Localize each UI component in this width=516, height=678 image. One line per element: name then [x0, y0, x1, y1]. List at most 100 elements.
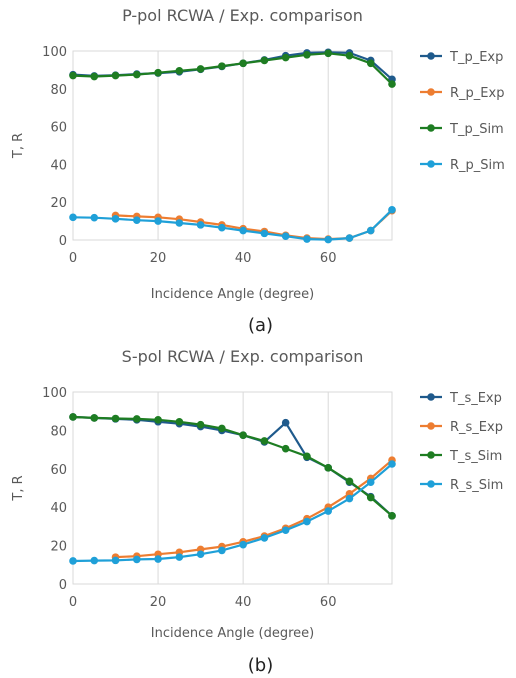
data-point — [196, 550, 205, 559]
legend-item: T_s_Exp — [420, 391, 502, 406]
data-point — [324, 464, 333, 472]
panel-caption: (a) — [248, 315, 273, 336]
data-point — [366, 493, 375, 502]
data-point — [366, 59, 375, 68]
data-point — [303, 517, 311, 526]
series-t-s-exp — [69, 413, 396, 520]
legend-item: R_p_Exp — [420, 86, 504, 101]
x-tick-label: 0 — [69, 251, 77, 266]
series-t-s-sim — [69, 413, 396, 520]
data-point — [175, 553, 184, 561]
data-point — [196, 420, 205, 429]
x-tick-label: 0 — [69, 595, 77, 610]
x-axis-label: Incidence Angle (degree) — [151, 626, 314, 641]
legend-swatch-marker — [427, 480, 435, 488]
data-point — [154, 555, 162, 563]
legend-item: T_p_Sim — [420, 122, 504, 137]
y-axis-label: T, R — [11, 133, 26, 159]
legend: T_s_Exp R_s_Exp T_s_Sim R_s_Sim — [420, 391, 503, 493]
legend-label: T_s_Sim — [449, 449, 502, 464]
y-tick-label: 100 — [42, 386, 67, 401]
data-point — [218, 546, 226, 555]
data-point — [69, 413, 77, 421]
plot-area-frame — [72, 50, 393, 241]
series-line — [72, 52, 393, 85]
series-line — [115, 459, 393, 559]
data-point — [90, 213, 99, 222]
data-point — [218, 62, 226, 70]
chart-panel-b: S-pol RCWA / Exp. comparison 0 20 40 60 80 100… — [11, 347, 503, 676]
series-line — [72, 463, 393, 563]
data-point — [303, 50, 311, 59]
series-line — [72, 415, 393, 517]
data-point — [260, 229, 269, 238]
legend-item: R_s_Exp — [420, 420, 503, 435]
x-tick-label: 60 — [320, 251, 337, 266]
y-axis-label: T, R — [11, 475, 26, 501]
data-point — [324, 49, 333, 58]
series-r-p-sim — [69, 205, 396, 244]
legend-label: T_p_Sim — [449, 122, 504, 137]
data-point — [345, 477, 354, 486]
series-t-p-sim — [69, 49, 396, 88]
legend-label: R_s_Sim — [450, 478, 503, 493]
data-point — [388, 512, 396, 520]
legend-swatch-marker — [427, 393, 435, 401]
data-point — [281, 418, 290, 427]
legend-item: R_p_Sim — [420, 158, 505, 173]
y-tick-label: 60 — [50, 463, 67, 478]
data-point — [175, 417, 184, 426]
data-point — [324, 507, 333, 515]
data-point — [133, 415, 141, 423]
data-point — [218, 223, 226, 232]
legend-label: R_s_Exp — [450, 420, 503, 435]
chart-title: S-pol RCWA / Exp. comparison — [122, 347, 364, 366]
data-point — [239, 59, 247, 68]
y-tick-label: 40 — [50, 158, 67, 173]
data-point — [388, 460, 396, 468]
legend-label: R_p_Sim — [450, 158, 505, 173]
x-tick-label: 60 — [320, 595, 337, 610]
data-point — [111, 556, 120, 565]
plot-area-frame — [72, 391, 393, 585]
data-point — [111, 215, 120, 223]
chart-title: P-pol RCWA / Exp. comparison — [122, 6, 363, 25]
x-axis-label: Incidence Angle (degree) — [151, 287, 314, 302]
data-point — [90, 414, 99, 422]
x-tick-label: 20 — [150, 251, 167, 266]
data-point — [260, 56, 269, 65]
data-point — [154, 416, 162, 424]
data-point — [281, 526, 290, 535]
legend-item: T_s_Sim — [420, 449, 502, 464]
data-point — [133, 216, 141, 224]
data-point — [281, 444, 290, 453]
data-point — [175, 67, 184, 75]
data-point — [260, 534, 269, 542]
data-point — [239, 431, 247, 440]
data-point — [239, 540, 247, 549]
data-point — [196, 221, 205, 229]
data-point — [175, 219, 184, 227]
data-point — [345, 234, 354, 242]
legend-item: T_p_Exp — [420, 50, 503, 65]
data-point — [69, 557, 77, 565]
legend-label: T_p_Exp — [449, 50, 503, 65]
chart-panel-a: P-pol RCWA / Exp. comparison 0 20 40 60 80 100… — [11, 6, 505, 336]
data-point — [366, 226, 375, 235]
y-tick-label: 20 — [50, 196, 67, 211]
series-r-s-exp — [111, 456, 396, 561]
legend: T_p_Exp R_p_Exp T_p_Sim R_p_Sim — [420, 50, 505, 173]
y-tick-label: 80 — [50, 83, 67, 98]
legend-swatch-marker — [427, 451, 435, 459]
data-point — [154, 217, 162, 225]
series-r-s-sim — [69, 460, 396, 565]
y-tick-label: 40 — [50, 501, 67, 516]
data-point — [69, 213, 77, 222]
data-point — [303, 235, 311, 243]
legend-swatch-marker — [427, 422, 435, 430]
data-point — [90, 556, 99, 565]
panel-caption: (b) — [248, 655, 273, 676]
data-point — [388, 80, 396, 88]
